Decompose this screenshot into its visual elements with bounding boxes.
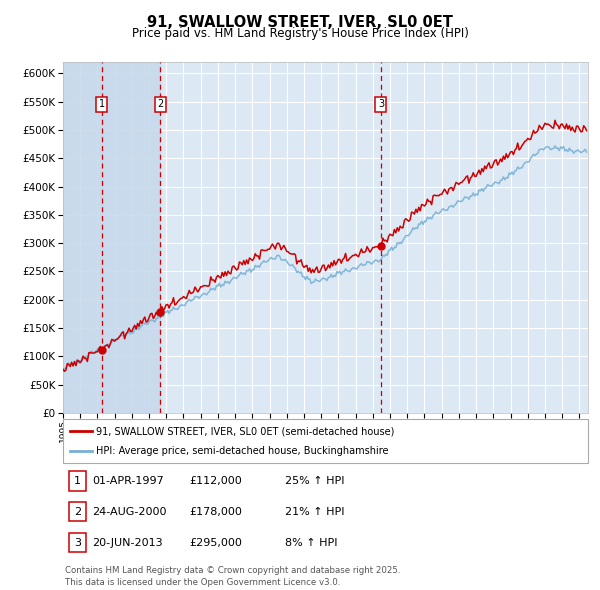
Text: 2: 2 [74,507,81,517]
Text: 24-AUG-2000: 24-AUG-2000 [92,507,166,517]
Bar [63,62,102,413]
Text: 21% ↑ HPI: 21% ↑ HPI [285,507,344,517]
Text: £295,000: £295,000 [189,537,242,548]
Text: 2: 2 [157,100,163,109]
Bar [102,62,160,413]
Text: 8% ↑ HPI: 8% ↑ HPI [285,537,337,548]
Text: 25% ↑ HPI: 25% ↑ HPI [285,476,344,486]
Text: 3: 3 [378,100,384,109]
Text: HPI: Average price, semi-detached house, Buckinghamshire: HPI: Average price, semi-detached house,… [96,446,389,455]
Text: 1: 1 [74,476,81,486]
Text: 01-APR-1997: 01-APR-1997 [92,476,164,486]
Text: 20-JUN-2013: 20-JUN-2013 [92,537,163,548]
Text: £178,000: £178,000 [189,507,242,517]
Text: 91, SWALLOW STREET, IVER, SL0 0ET (semi-detached house): 91, SWALLOW STREET, IVER, SL0 0ET (semi-… [96,427,394,436]
Text: Contains HM Land Registry data © Crown copyright and database right 2025.
This d: Contains HM Land Registry data © Crown c… [65,566,401,586]
Text: Price paid vs. HM Land Registry's House Price Index (HPI): Price paid vs. HM Land Registry's House … [131,27,469,40]
Text: 1: 1 [98,100,105,109]
Text: 91, SWALLOW STREET, IVER, SL0 0ET: 91, SWALLOW STREET, IVER, SL0 0ET [147,15,453,30]
Text: 3: 3 [74,537,81,548]
Text: £112,000: £112,000 [189,476,242,486]
